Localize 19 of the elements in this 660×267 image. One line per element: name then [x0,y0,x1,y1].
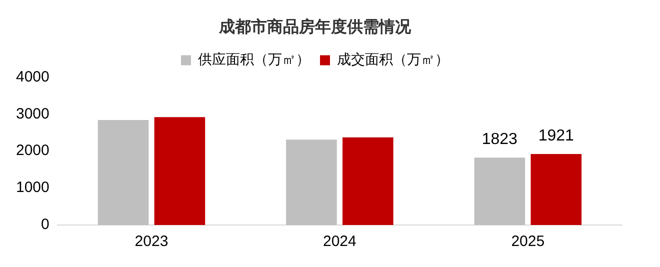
legend-label: 供应面积（万㎡） [198,51,310,68]
legend-label: 成交面积（万㎡） [337,51,449,68]
bar [342,137,394,225]
x-tick-label: 2023 [134,233,168,250]
y-tick-label: 0 [41,216,50,234]
data-label: 1921 [538,127,574,144]
bar [474,158,526,225]
y-tick-label: 4000 [16,68,50,86]
chart-title: 成都市商品房年度供需情况 [218,17,412,36]
data-label: 1823 [482,131,518,148]
x-tick-label: 2025 [511,233,545,250]
bar [154,117,206,225]
y-tick-label: 1000 [16,179,50,196]
bar [530,154,582,225]
bar [286,140,337,225]
y-tick-label: 2000 [16,142,50,160]
bar [98,120,149,225]
x-tick-label: 2024 [322,233,356,250]
y-tick-label: 3000 [16,105,50,122]
